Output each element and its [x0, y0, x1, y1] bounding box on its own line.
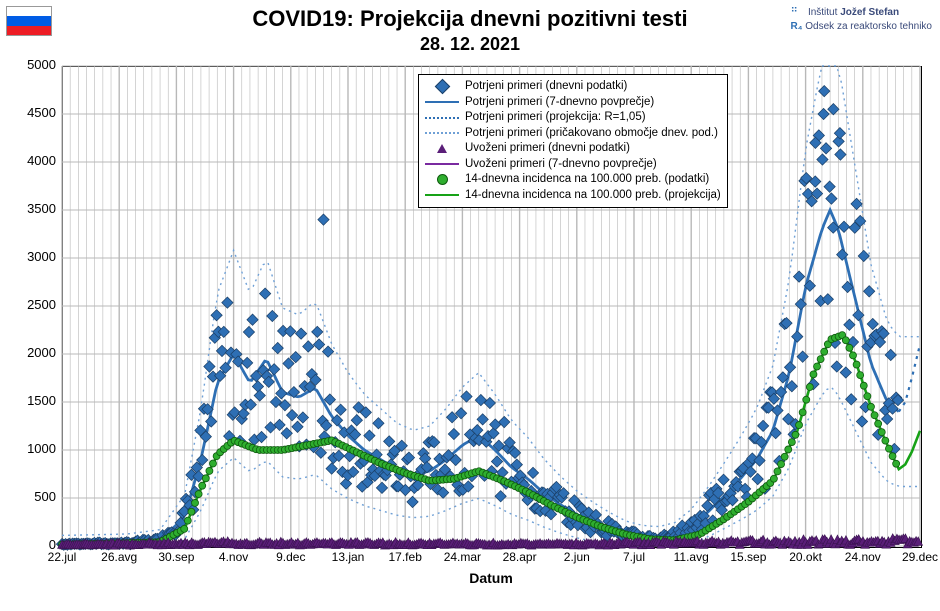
- legend-label: Uvoženi primeri (7-dnevno povprečje): [465, 157, 657, 173]
- legend-item: Potrjeni primeri (7-dnevno povprečje): [425, 95, 721, 111]
- legend-item: Potrjeni primeri (pričakovano območje dn…: [425, 126, 721, 142]
- legend-label: Potrjeni primeri (pričakovano območje dn…: [465, 126, 718, 142]
- legend-item: Potrjeni primeri (dnevni podatki): [425, 79, 721, 95]
- y-tick: 3000: [12, 249, 56, 264]
- y-tick: 5000: [12, 57, 56, 72]
- y-tick: 1500: [12, 393, 56, 408]
- x-tick: 24.mar: [438, 550, 486, 564]
- legend-swatch-icon: [425, 81, 459, 93]
- x-tick: 13.jan: [324, 550, 372, 564]
- legend-item: 14-dnevna incidenca na 100.000 preb. (po…: [425, 172, 721, 188]
- x-tick: 26.avg: [95, 550, 143, 564]
- legend-swatch-icon: [425, 174, 459, 186]
- y-tick: 4000: [12, 153, 56, 168]
- legend-item: 14-dnevna incidenca na 100.000 preb. (pr…: [425, 188, 721, 204]
- legend-box: Potrjeni primeri (dnevni podatki)Potrjen…: [418, 74, 728, 208]
- x-tick: 28.apr: [496, 550, 544, 564]
- legend-item: Uvoženi primeri (dnevni podatki): [425, 141, 721, 157]
- y-tick: 1000: [12, 441, 56, 456]
- x-tick: 15.sep: [724, 550, 772, 564]
- legend-item: Uvoženi primeri (7-dnevno povprečje): [425, 157, 721, 173]
- y-tick: 2000: [12, 345, 56, 360]
- legend-swatch-icon: [425, 112, 459, 124]
- x-tick: 29.dec: [896, 550, 940, 564]
- y-tick: 2500: [12, 297, 56, 312]
- legend-swatch-icon: [425, 189, 459, 201]
- legend-label: 14-dnevna incidenca na 100.000 preb. (po…: [465, 172, 709, 188]
- y-tick: 4500: [12, 105, 56, 120]
- x-tick: 20.okt: [782, 550, 830, 564]
- x-tick: 17.feb: [381, 550, 429, 564]
- legend-label: 14-dnevna incidenca na 100.000 preb. (pr…: [465, 188, 721, 204]
- x-tick: 30.sep: [152, 550, 200, 564]
- x-tick: 11.avg: [667, 550, 715, 564]
- x-tick: 22.jul: [38, 550, 86, 564]
- legend-label: Uvoženi primeri (dnevni podatki): [465, 141, 630, 157]
- legend-swatch-icon: [425, 96, 459, 108]
- legend-label: Potrjeni primeri (projekcija: R=1,05): [465, 110, 646, 126]
- legend-swatch-icon: [425, 158, 459, 170]
- chart-root: ⠛⠀ Inštitut Jožef Stefan R₄ Odsek za rea…: [0, 0, 940, 611]
- y-tick: 500: [12, 489, 56, 504]
- legend-item: Potrjeni primeri (projekcija: R=1,05): [425, 110, 721, 126]
- x-tick: 9.dec: [267, 550, 315, 564]
- legend-label: Potrjeni primeri (7-dnevno povprečje): [465, 95, 654, 111]
- x-tick: 24.nov: [839, 550, 887, 564]
- x-tick: 7.jul: [610, 550, 658, 564]
- legend-swatch-icon: [425, 143, 459, 155]
- x-tick: 2.jun: [553, 550, 601, 564]
- y-tick: 3500: [12, 201, 56, 216]
- x-tick: 4.nov: [210, 550, 258, 564]
- legend-label: Potrjeni primeri (dnevni podatki): [465, 79, 627, 95]
- x-axis-label: Datum: [62, 570, 920, 586]
- legend-swatch-icon: [425, 127, 459, 139]
